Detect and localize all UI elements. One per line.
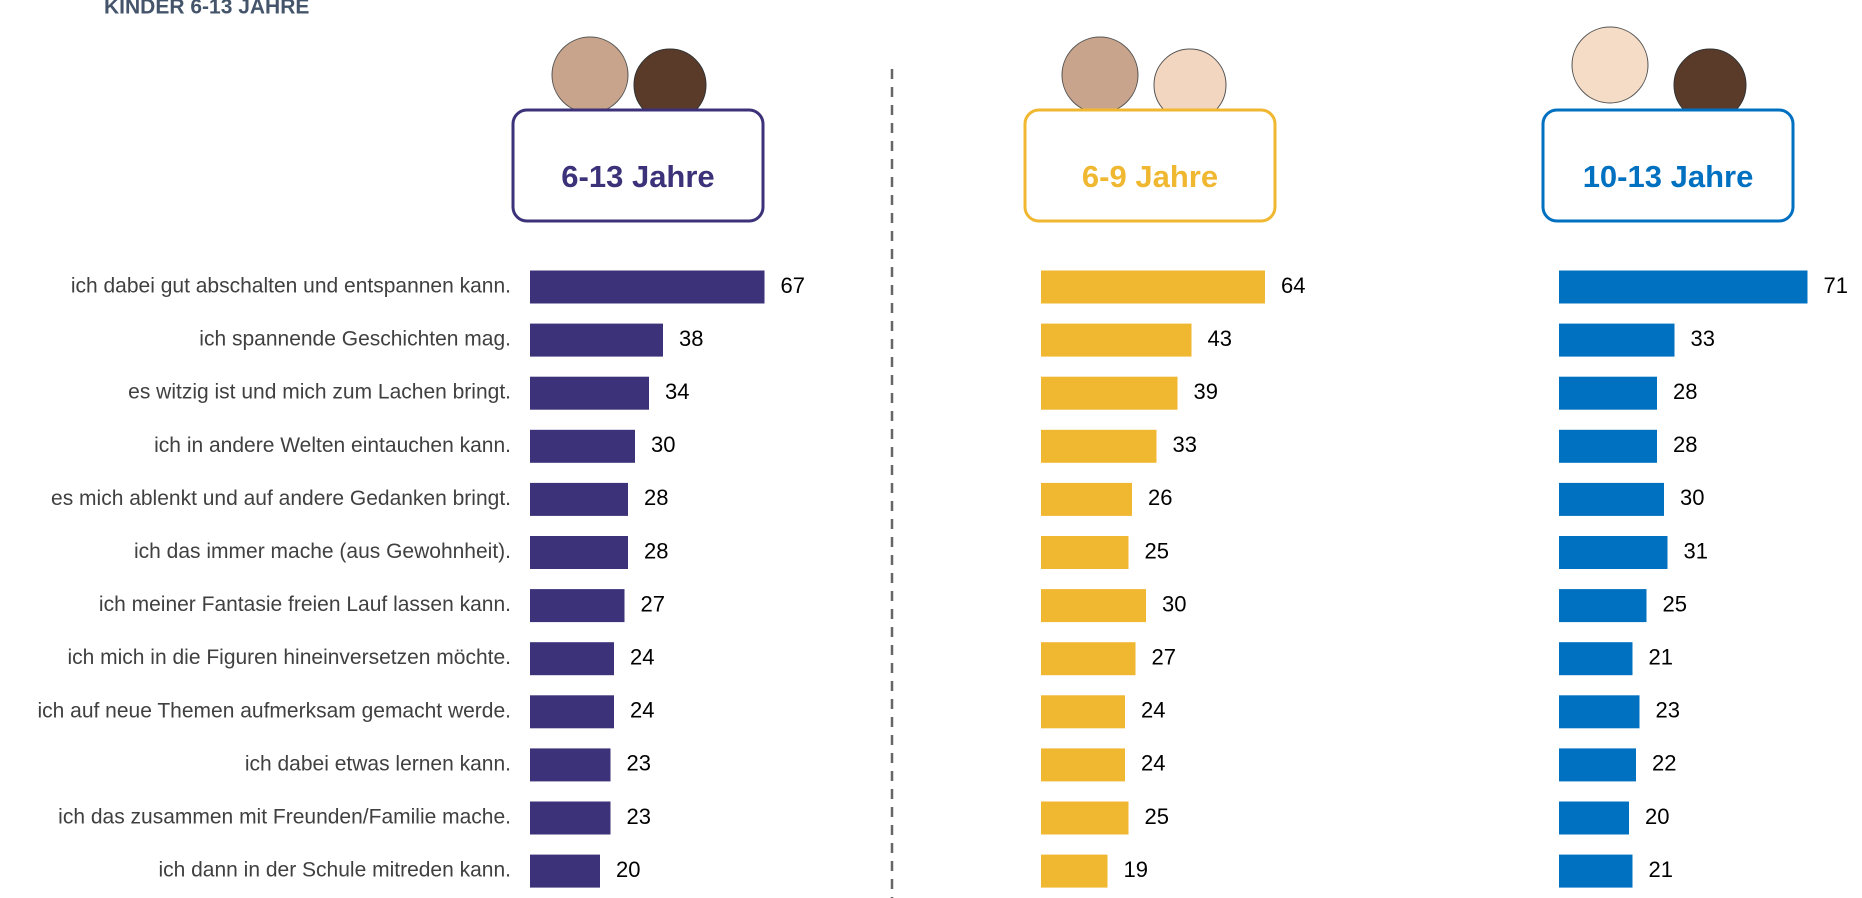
bar xyxy=(530,695,614,728)
bar xyxy=(1041,802,1129,835)
value-label: 71 xyxy=(1824,273,1848,298)
bar xyxy=(1041,377,1178,410)
bar xyxy=(1041,642,1136,675)
bar xyxy=(1559,802,1629,835)
value-label: 26 xyxy=(1148,485,1172,510)
value-label: 43 xyxy=(1208,326,1232,351)
value-label: 23 xyxy=(1656,698,1680,723)
bar xyxy=(1041,589,1146,622)
value-label: 28 xyxy=(1673,379,1697,404)
value-label: 24 xyxy=(1141,751,1165,776)
value-label: 33 xyxy=(1173,432,1197,457)
bar xyxy=(1559,271,1808,304)
category-label: ich auf neue Themen aufmerksam gemacht w… xyxy=(37,699,511,722)
category-label: ich dann in der Schule mitreden kann. xyxy=(158,859,511,882)
value-label: 25 xyxy=(1145,804,1169,829)
bar xyxy=(530,377,649,410)
bar xyxy=(530,430,635,463)
bar xyxy=(1041,271,1265,304)
value-label: 28 xyxy=(644,538,668,563)
bar xyxy=(1559,695,1640,728)
value-label: 27 xyxy=(1152,645,1176,670)
header: KINDER 6-13 JAHRE xyxy=(104,0,309,19)
bar xyxy=(530,271,765,304)
kids-illustration xyxy=(552,27,1746,121)
value-label: 22 xyxy=(1652,751,1676,776)
bar xyxy=(1559,324,1675,357)
bar xyxy=(1041,324,1192,357)
value-label: 23 xyxy=(627,804,651,829)
category-label: ich in andere Welten eintauchen kann. xyxy=(154,434,511,457)
value-label: 67 xyxy=(781,273,805,298)
bar xyxy=(1559,483,1664,516)
value-label: 21 xyxy=(1649,645,1673,670)
value-label: 38 xyxy=(679,326,703,351)
page: KINDER 6-13 JAHRE 6-13 Jahre ich dabei gu… xyxy=(0,0,1862,898)
value-label: 28 xyxy=(1673,432,1697,457)
category-label: es witzig ist und mich zum Lachen bringt… xyxy=(128,381,511,404)
bar xyxy=(1559,748,1636,781)
bar xyxy=(530,802,611,835)
value-label: 20 xyxy=(616,857,640,882)
category-label: ich spannende Geschichten mag. xyxy=(199,328,511,351)
bar xyxy=(1041,483,1132,516)
category-label: ich dabei etwas lernen kann. xyxy=(245,752,511,775)
value-label: 34 xyxy=(665,379,689,404)
value-label: 30 xyxy=(1162,591,1186,616)
value-label: 23 xyxy=(627,751,651,776)
bar xyxy=(1559,377,1657,410)
bar xyxy=(1559,589,1647,622)
value-label: 24 xyxy=(630,645,654,670)
chart: KINDER 6-13 JAHRE 6-13 Jahre ich dabei gu… xyxy=(0,0,1862,898)
bar xyxy=(530,642,614,675)
bar xyxy=(530,855,600,888)
bar xyxy=(530,589,625,622)
value-label: 25 xyxy=(1145,538,1169,563)
value-label: 30 xyxy=(1680,485,1704,510)
category-label: ich dabei gut abschalten und entspannen … xyxy=(71,275,511,298)
value-label: 39 xyxy=(1194,379,1218,404)
value-label: 33 xyxy=(1691,326,1715,351)
bar xyxy=(1559,536,1668,569)
bar xyxy=(1041,855,1108,888)
category-label: ich das zusammen mit Freunden/Familie ma… xyxy=(58,806,511,829)
value-label: 64 xyxy=(1281,273,1305,298)
badge-title: 10-13 Jahre xyxy=(1583,159,1754,194)
category-label: ich meiner Fantasie freien Lauf lassen k… xyxy=(99,593,511,616)
value-label: 19 xyxy=(1124,857,1148,882)
bar xyxy=(530,748,611,781)
bar xyxy=(1559,855,1633,888)
badge-title: 6-13 Jahre xyxy=(561,159,714,194)
bar xyxy=(530,324,663,357)
category-label: ich das immer mache (aus Gewohnheit). xyxy=(134,540,511,563)
value-label: 24 xyxy=(1141,698,1165,723)
category-label: es mich ablenkt und auf andere Gedanken … xyxy=(51,487,511,510)
bar xyxy=(1041,748,1125,781)
value-label: 27 xyxy=(641,591,665,616)
bar xyxy=(1559,642,1633,675)
value-label: 24 xyxy=(630,698,654,723)
value-label: 30 xyxy=(651,432,675,457)
bar xyxy=(530,483,628,516)
value-label: 31 xyxy=(1684,538,1708,563)
value-label: 21 xyxy=(1649,857,1673,882)
value-label: 28 xyxy=(644,485,668,510)
value-label: 25 xyxy=(1663,591,1687,616)
category-label: ich mich in die Figuren hineinversetzen … xyxy=(67,646,511,669)
value-label: 20 xyxy=(1645,804,1669,829)
bar xyxy=(1041,430,1157,463)
bar xyxy=(1041,695,1125,728)
bar xyxy=(530,536,628,569)
badge-title: 6-9 Jahre xyxy=(1082,159,1218,194)
bar xyxy=(1559,430,1657,463)
bar xyxy=(1041,536,1129,569)
